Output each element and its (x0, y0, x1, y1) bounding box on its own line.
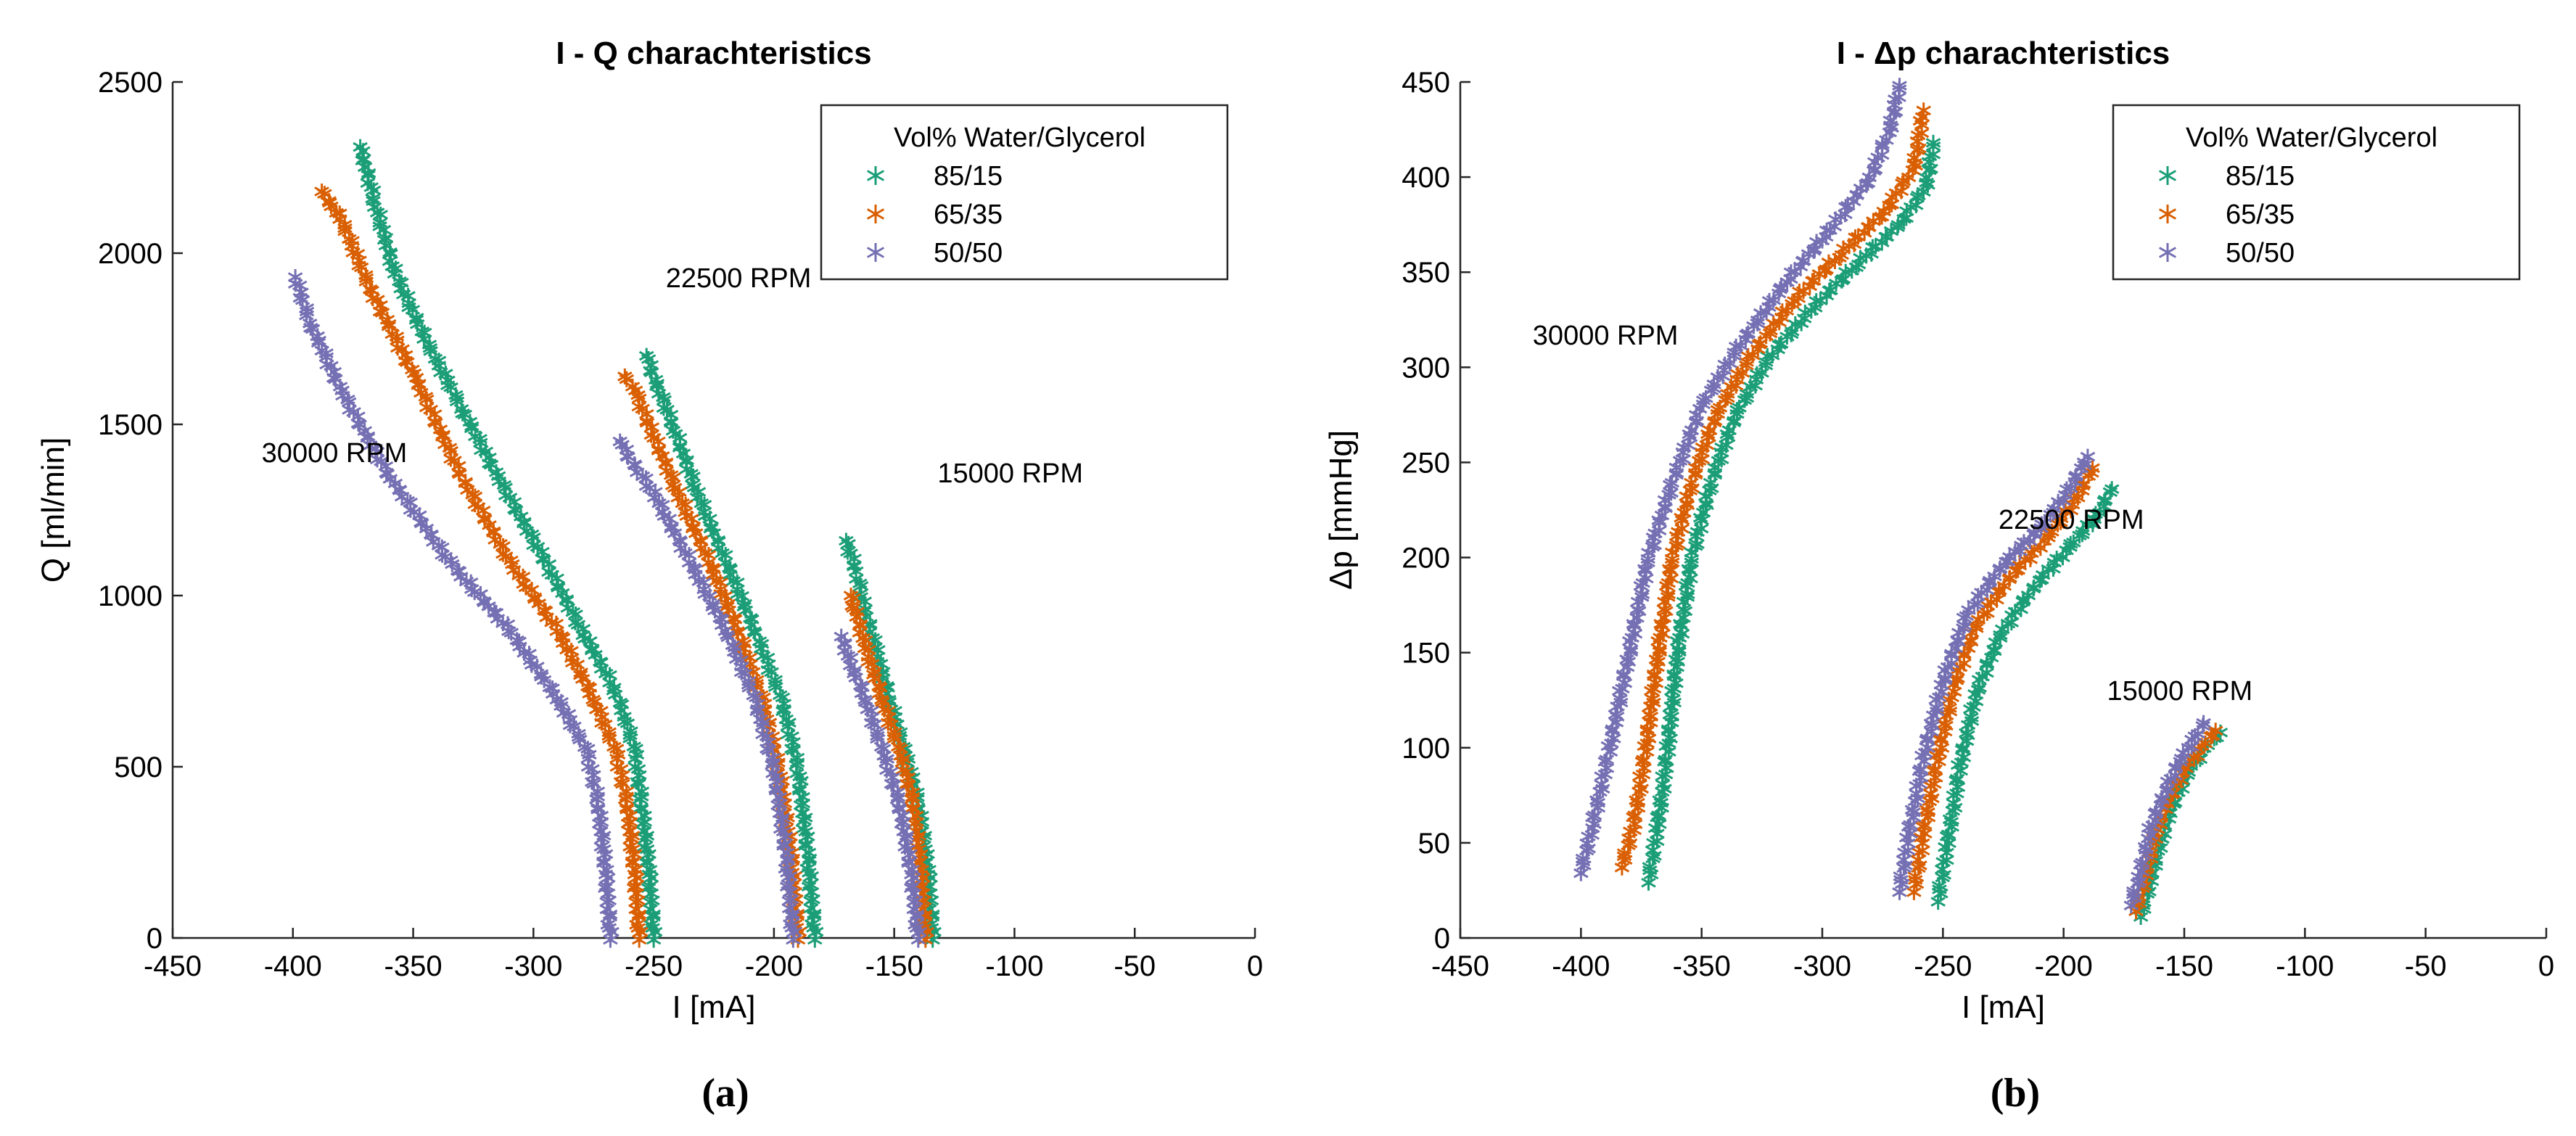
series-50-50 (1573, 78, 2211, 914)
y-axis-label: Δp [mmHg] (1323, 430, 1359, 590)
x-tick-label: -250 (1914, 950, 1972, 982)
data-point-markers (2123, 715, 2211, 914)
rpm-annotation: 15000 RPM (937, 458, 1083, 489)
legend: Vol% Water/Glycerol 85/15 65/35 50/50 (2112, 104, 2521, 281)
x-tick-label: -150 (2155, 950, 2213, 982)
legend-marker-icon (2158, 243, 2177, 262)
rpm-annotation: 30000 RPM (1533, 321, 1679, 351)
y-tick-label: 1500 (98, 409, 162, 441)
data-point-markers (1614, 102, 1931, 876)
data-point-markers (843, 588, 935, 948)
data-point-markers (314, 184, 649, 948)
y-axis-label: Q [ml/min] (36, 437, 71, 583)
legend: Vol% Water/Glycerol 85/15 65/35 50/50 (820, 104, 1229, 281)
data-point-markers (612, 433, 802, 948)
legend-marker-icon (2158, 205, 2177, 223)
y-tick-label: 50 (1418, 828, 1451, 860)
y-tick-label: 150 (1402, 638, 1450, 670)
chart-title: I - Q charachteristics (556, 36, 871, 71)
x-tick-label: -200 (2035, 950, 2093, 982)
x-tick-label: -250 (625, 950, 683, 982)
x-tick-label: -450 (1431, 950, 1489, 982)
legend-title: Vol% Water/Glycerol (894, 123, 1145, 153)
y-tick-label: 1000 (98, 580, 162, 612)
x-tick-label: -50 (2405, 950, 2447, 982)
data-point-markers (1930, 481, 2120, 910)
legend-entry: 85/15 (934, 161, 1003, 192)
x-tick-label: -50 (1114, 950, 1156, 982)
y-tick-label: 250 (1402, 447, 1450, 479)
legend-marker-icon (866, 166, 885, 185)
data-point-markers (287, 269, 620, 948)
x-tick-label: 0 (2538, 950, 2554, 982)
data-point-markers (1892, 448, 2096, 900)
y-tick-label: 400 (1402, 162, 1450, 194)
x-tick-label: -150 (865, 950, 923, 982)
panel-a-iq-chart: -450 -400 -350 -300 -250 -200 -150 -100 -50 0 0 500… (36, 36, 1263, 1116)
y-tick-label: 100 (1402, 733, 1450, 765)
data-point-markers (1641, 134, 1941, 891)
x-tick-label: -400 (264, 950, 322, 982)
x-axis-label: I [mA] (672, 989, 756, 1025)
x-tick-label: -200 (745, 950, 803, 982)
y-tick-label: 500 (114, 752, 162, 783)
y-tick-label: 300 (1402, 352, 1450, 384)
legend-title: Vol% Water/Glycerol (2186, 123, 2437, 153)
legend-entry: 65/35 (2226, 199, 2295, 230)
rpm-annotation: 30000 RPM (262, 438, 408, 469)
x-tick-label: 0 (1247, 950, 1263, 982)
legend-entry: 85/15 (2226, 161, 2295, 192)
y-tick-label: 2500 (98, 67, 162, 99)
data-point-markers (353, 139, 663, 948)
legend-marker-icon (866, 205, 885, 223)
legend-box (2112, 104, 2521, 281)
panel-label: (a) (701, 1071, 749, 1116)
rpm-annotation: 22500 RPM (1999, 505, 2144, 535)
data-point-markers (834, 628, 927, 948)
x-tick-label: -300 (504, 950, 562, 982)
data-point-markers (638, 347, 824, 948)
x-tick-label: -100 (2276, 950, 2334, 982)
legend-box (820, 104, 1229, 281)
series-85-15 (1641, 134, 2229, 925)
x-tick-label: -450 (144, 950, 202, 982)
x-tick-label: -100 (985, 950, 1043, 982)
data-point-markers (1573, 78, 1907, 881)
x-tick-label: -350 (384, 950, 443, 982)
legend-entry: 50/50 (2226, 238, 2295, 268)
y-tick-label: 2000 (98, 238, 162, 270)
legend-marker-icon (866, 243, 885, 262)
data-point-markers (1906, 460, 2100, 900)
y-tick-label: 0 (1434, 923, 1450, 955)
y-tick-label: 350 (1402, 257, 1450, 289)
legend-marker-icon (2158, 166, 2177, 185)
chart-title: I - Δp charachteristics (1837, 36, 2170, 71)
y-tick-label: 450 (1402, 67, 1450, 99)
panel-label: (b) (1991, 1071, 2040, 1116)
x-tick-label: -350 (1673, 950, 1731, 982)
series-50-50 (287, 269, 927, 948)
y-tick-label: 0 (147, 923, 162, 955)
panel-b-ip-chart: -450 -400 -350 -300 -250 -200 -150 -100 -50 0 0 50 1… (1323, 36, 2554, 1116)
rpm-annotation: 15000 RPM (2107, 676, 2253, 707)
x-axis-label: I [mA] (1962, 989, 2045, 1025)
legend-entry: 50/50 (934, 238, 1003, 268)
x-tick-label: -400 (1552, 950, 1610, 982)
rpm-annotation: 22500 RPM (666, 263, 812, 294)
legend-entry: 65/35 (934, 199, 1003, 230)
x-tick-label: -300 (1793, 950, 1851, 982)
y-tick-label: 200 (1402, 543, 1450, 575)
